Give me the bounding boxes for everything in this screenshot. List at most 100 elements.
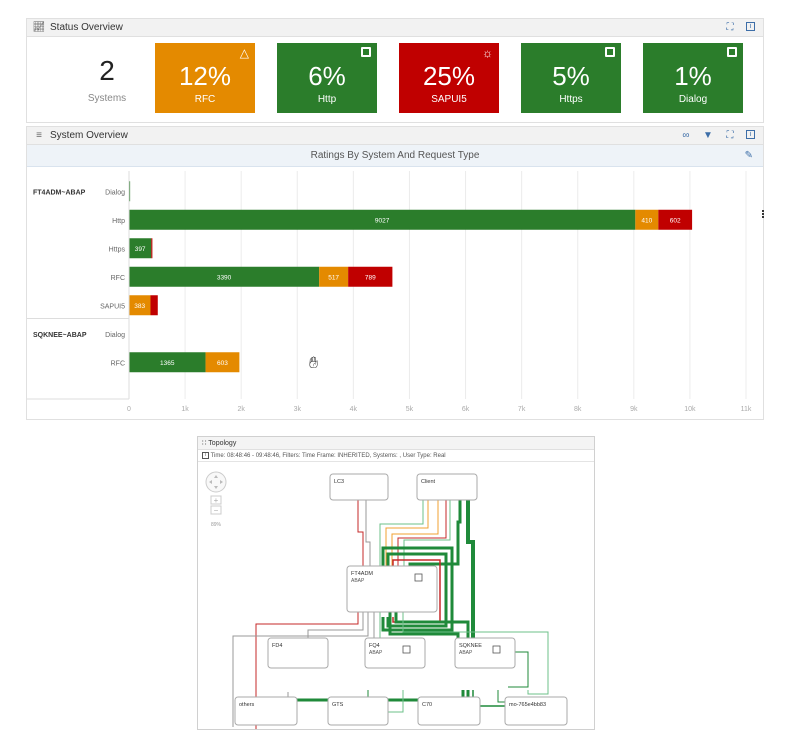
topology-node-gts[interactable]: [327, 696, 389, 726]
topology-node-mo[interactable]: [504, 696, 568, 726]
bar-segment: [129, 266, 320, 287]
system-overview-chart: Ratings By System And Request Type ✎ 0 1k…: [26, 145, 764, 420]
topology-panel: ∷ Topology i Time: 08:48:46 - 09:48:46, …: [197, 436, 595, 750]
topology-edge: [232, 612, 369, 727]
bar-value-label: 517: [328, 274, 339, 281]
topology-edge: [397, 500, 447, 566]
splitter-handle[interactable]: [762, 210, 764, 218]
bar-segment: [205, 352, 240, 373]
topology-node-fd4[interactable]: [267, 637, 329, 669]
status-tile-rfc[interactable]: △ 12% RFC: [155, 43, 255, 113]
topology-edge: [386, 552, 448, 628]
topology-edge: [391, 500, 439, 566]
warning-triangle-icon: △: [239, 46, 249, 60]
system-label: SQKNEE~ABAP: [33, 332, 87, 339]
topology-node-label: mo-765e4bb83: [509, 702, 546, 708]
topology-edge: [381, 546, 454, 632]
node-detail-icon[interactable]: [492, 645, 501, 654]
status-tile-sapui5[interactable]: ☼ 25% SAPUI5: [399, 43, 499, 113]
topology-node-sublabel: ABAP: [351, 578, 365, 584]
fullscreen-icon[interactable]: ⛶: [726, 130, 734, 141]
node-detail-icon[interactable]: [414, 573, 423, 582]
status-tile-label: SAPUI5: [431, 94, 467, 105]
bar-segment: [635, 209, 659, 230]
topology-node-label: FQ4: [369, 643, 380, 649]
fullscreen-icon[interactable]: ⛶: [726, 22, 734, 33]
topology-edge: [408, 500, 462, 566]
zoom-level: 89%: [211, 522, 222, 528]
topology-node-label: SQKNEE: [459, 643, 482, 649]
topology-node-label: LC3: [334, 479, 344, 485]
systems-count[interactable]: 2 Systems: [57, 55, 157, 104]
status-tile-label: RFC: [194, 94, 216, 105]
status-tile-dialog[interactable]: 1% Dialog: [643, 43, 743, 113]
topology-node-label: Client: [421, 479, 436, 485]
filter-icon[interactable]: ▼: [703, 130, 713, 141]
pan-control[interactable]: [205, 471, 227, 493]
topology-info: i Time: 08:48:46 - 09:48:46, Filters: Ti…: [198, 450, 594, 462]
bar-chart-icon: ≡: [36, 130, 42, 141]
info-icon: i: [202, 451, 209, 459]
system-label: FT4ADM~ABAP: [33, 189, 86, 196]
x-tick-label: 5k: [406, 406, 414, 413]
topology-edge: [403, 500, 451, 566]
row-label: Dialog: [105, 332, 125, 339]
status-tile-label: Dialog: [678, 94, 708, 105]
bar-chart-svg: 0 1k 2k 3k 4k 5k 6k 7k 8k 9k 10k 11k Dialog FT4ADM~AB…: [27, 171, 752, 413]
bar-value-label: 1365: [160, 360, 175, 367]
info-icon[interactable]: i: [746, 130, 755, 139]
topology-edge: [357, 500, 364, 566]
topology-edge: [379, 500, 424, 566]
x-tick-label: 1k: [181, 406, 189, 413]
bar-value-label: 9027: [375, 217, 390, 224]
x-tick-label: 10k: [684, 406, 696, 413]
status-overview-title: Status Overview: [50, 22, 123, 33]
topology-node-ft4adm[interactable]: [346, 565, 438, 613]
bar-segment: [129, 295, 151, 316]
topology-header: ∷ Topology: [198, 437, 594, 450]
pan-arrows-icon[interactable]: [209, 475, 223, 489]
x-tick-label: 8k: [574, 406, 582, 413]
hand-cursor-icon: ✋︎: [309, 355, 319, 372]
x-tick-label: 4k: [350, 406, 358, 413]
bar-value-label: 397: [135, 246, 146, 253]
topology-node-client[interactable]: [416, 473, 478, 501]
bar-segment: [129, 238, 152, 259]
topology-node-lc3[interactable]: [329, 473, 389, 501]
status-tile-label: Http: [317, 94, 337, 105]
topology-node-others[interactable]: [234, 696, 298, 726]
zoom-in-button[interactable]: [210, 495, 222, 505]
topology-node-c70[interactable]: [417, 696, 481, 726]
edit-pencil-icon[interactable]: ✎: [744, 150, 753, 161]
system-overview-header: ≡ System Overview ∞ ▼ ⛶ i: [26, 126, 764, 145]
chart-title: Ratings By System And Request Type: [310, 150, 480, 161]
row-label: Dialog: [105, 189, 125, 196]
bar-segment: [151, 238, 153, 259]
x-tick-label: 0: [127, 406, 131, 413]
status-tile-http[interactable]: 6% Http: [277, 43, 377, 113]
x-tick-label: 3k: [294, 406, 302, 413]
status-tile-https[interactable]: 5% Https: [521, 43, 621, 113]
node-detail-icon[interactable]: [402, 645, 411, 654]
bar-segment: [129, 352, 206, 373]
zoom-out-icon: −: [214, 506, 219, 515]
topology-node-sqknee[interactable]: [454, 637, 516, 669]
info-icon[interactable]: i: [746, 22, 755, 31]
topology-node-label: FT4ADM: [351, 571, 373, 577]
glasses-icon[interactable]: ∞: [682, 130, 690, 141]
chart-title-bar: Ratings By System And Request Type ✎: [27, 145, 763, 167]
bar-segment: [658, 209, 693, 230]
zoom-out-button[interactable]: [210, 505, 222, 515]
bar-value-label: 603: [217, 360, 228, 367]
systems-count-value: 2: [99, 55, 115, 86]
topology-edge: [402, 612, 549, 695]
topology-title: Topology: [208, 440, 237, 447]
topology-node-label: FD4: [272, 643, 282, 649]
status-tile-label: Https: [559, 94, 583, 105]
status-tile-value: 1%: [674, 61, 712, 91]
status-overview-body: 2 Systems △ 12% RFC 6% Http ☼ 25% SAPUI5 5% Https…: [26, 37, 764, 123]
topology-node-fq4[interactable]: [364, 637, 426, 669]
status-tile-value: 12%: [178, 61, 232, 91]
bar-value-label: 3390: [217, 274, 232, 281]
